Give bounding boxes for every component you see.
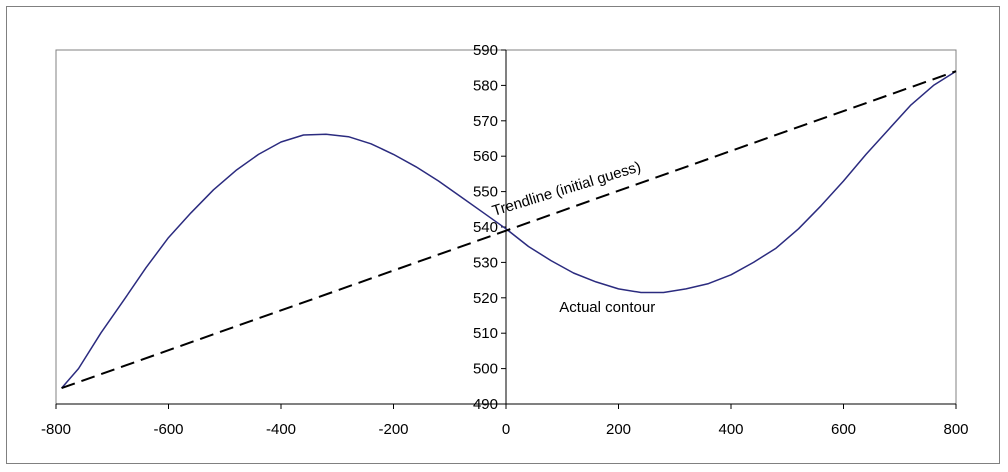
contour-label: Actual contour [559,299,655,316]
axes [55,49,957,409]
y-tick-label: 500 [473,361,498,378]
y-tick-label: 520 [473,290,498,307]
x-tick-label: 800 [943,421,968,438]
y-tick-label: 510 [473,325,498,342]
y-tick-label: 560 [473,148,498,165]
y-tick-label: 490 [473,396,498,413]
series-layer [61,70,957,390]
x-tick-label: 400 [718,421,743,438]
x-tick-label: 200 [606,421,631,438]
x-tick-label: 600 [831,421,856,438]
y-tick-label: 540 [473,219,498,236]
y-tick-label: 530 [473,254,498,271]
actual-contour-series [61,70,957,389]
x-tick-label: -600 [153,421,183,438]
y-tick-label: 570 [473,113,498,130]
x-tick-label: -200 [378,421,408,438]
tick-labels: -800 -600 -400 -200 0 200 400 600 800 490 500 510 52… [41,42,969,438]
trendline-series [61,70,957,390]
x-tick-label: -400 [266,421,296,438]
y-tick-label: 580 [473,77,498,94]
x-tick-label: -800 [41,421,71,438]
x-tick-label: 0 [502,421,510,438]
y-tick-label: 590 [473,42,498,59]
y-tick-label: 550 [473,184,498,201]
